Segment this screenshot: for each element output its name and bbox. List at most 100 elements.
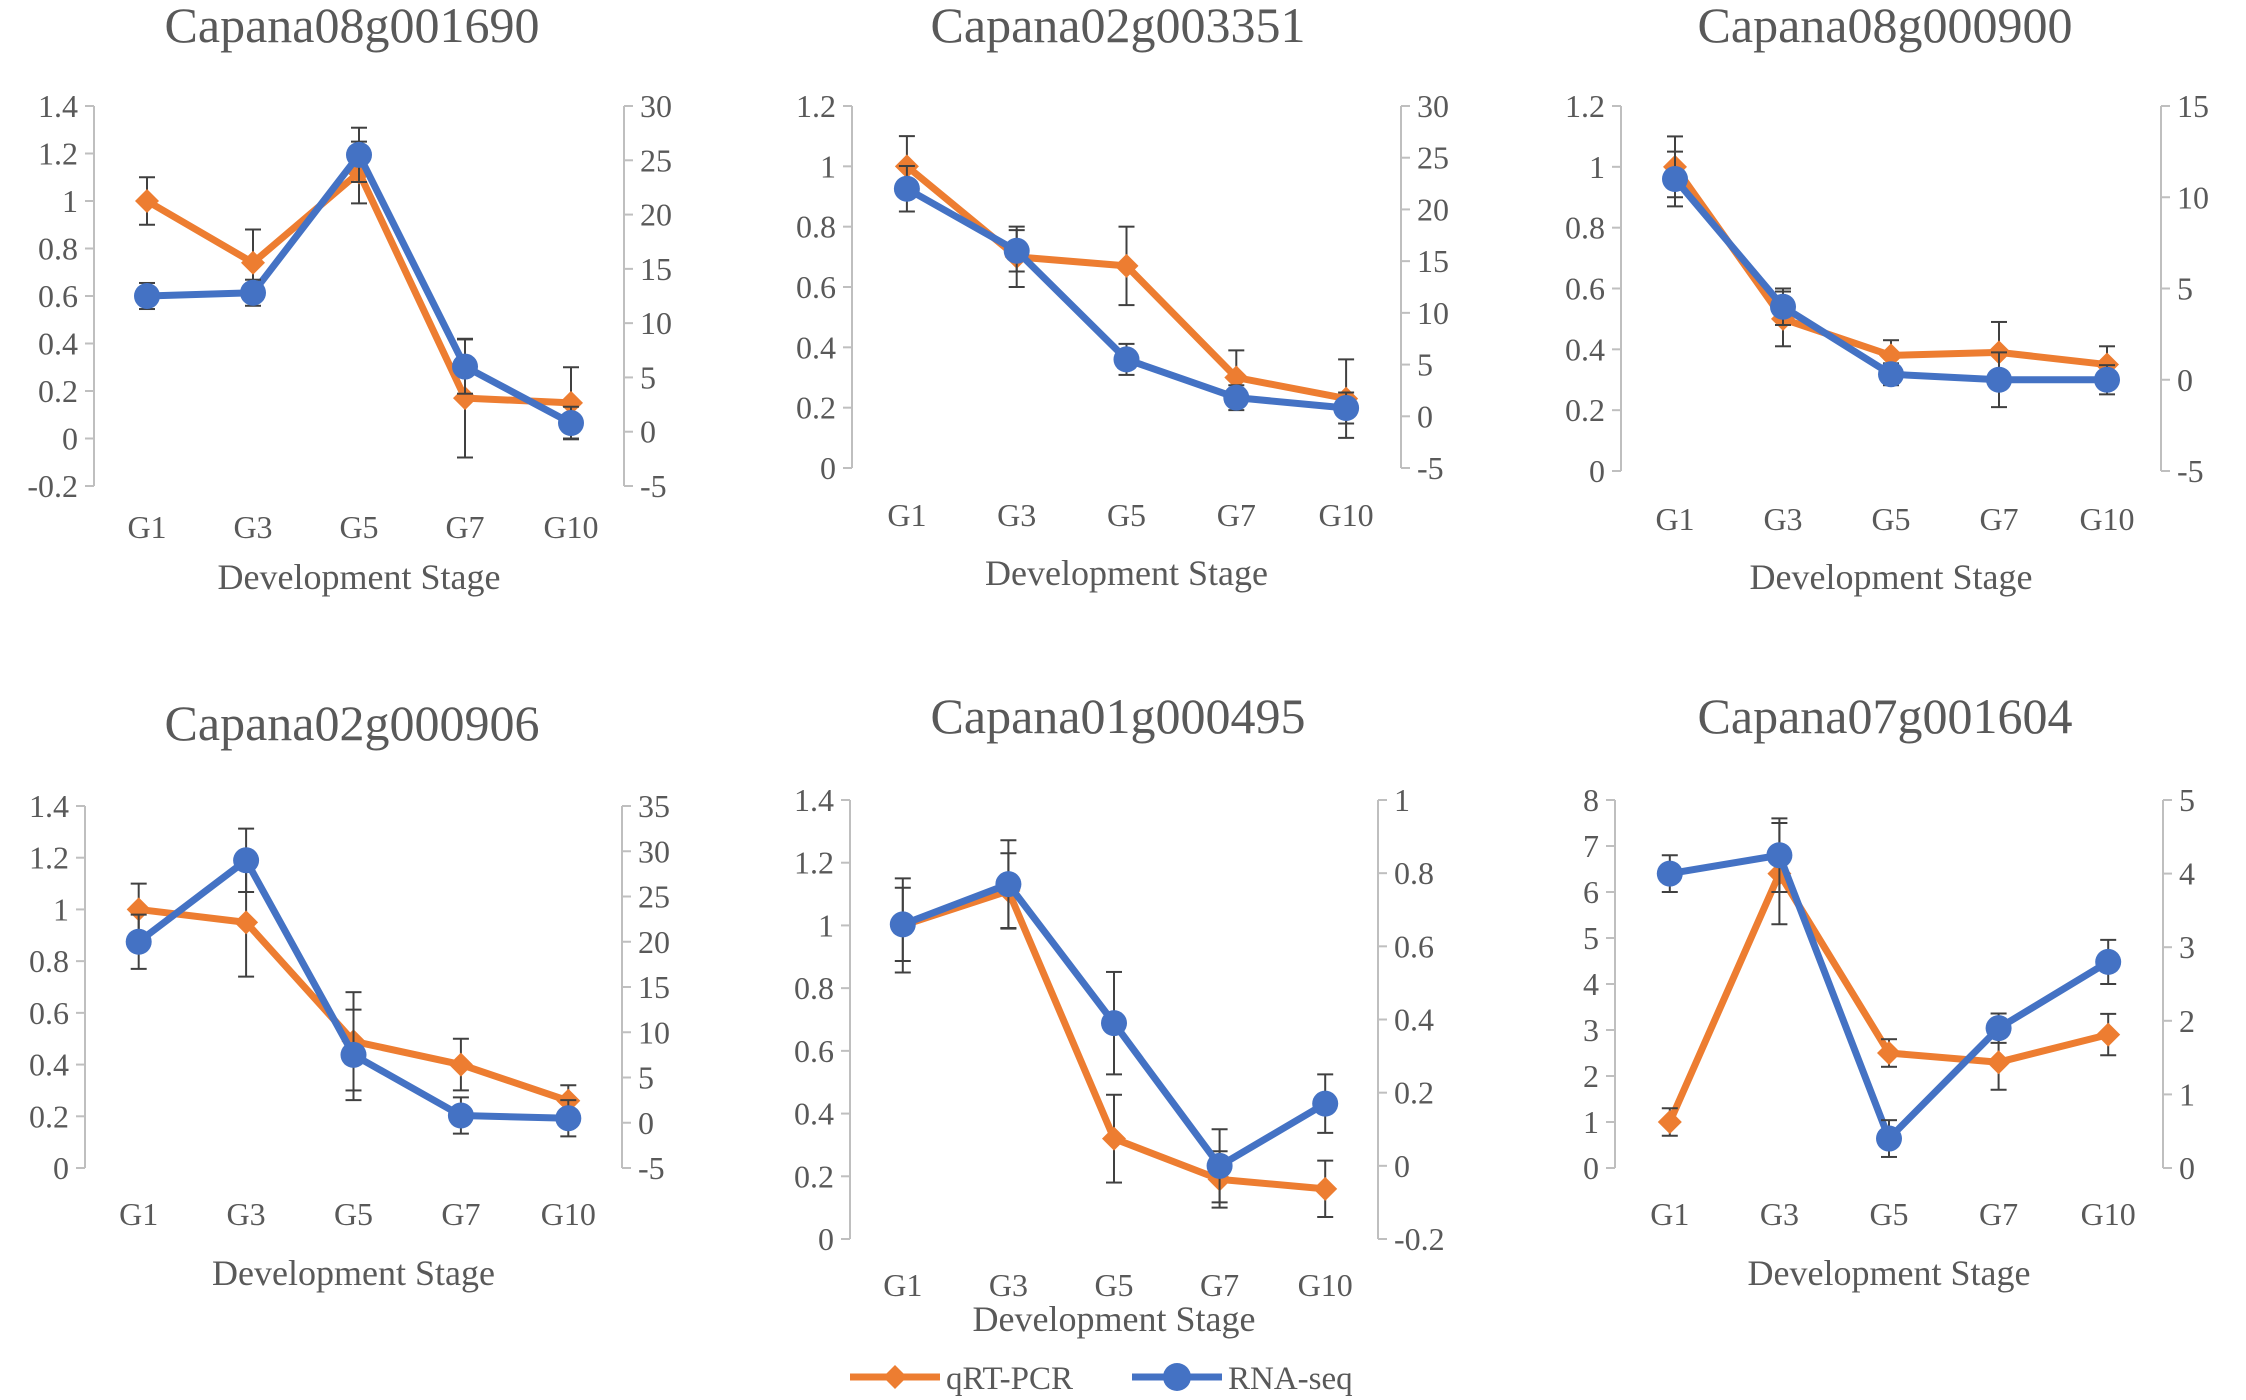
right-tick-label: 0	[638, 1105, 654, 1141]
left-tick-label: 0	[818, 1221, 834, 1257]
x-tick-label: G10	[2081, 1196, 2136, 1232]
chart-panel-1: Capana08g001690 -0.2 0 0.2 0.4 0.6 0.8 1 1.2 1.4 -…	[27, 0, 672, 597]
data-point-qrt-pcr	[1313, 1176, 1338, 1201]
panel-title: Capana02g000906	[165, 695, 540, 751]
x-tick-label: G3	[997, 497, 1036, 533]
x-tick-label: G3	[1760, 1196, 1799, 1232]
left-tick-label: 1.2	[38, 136, 78, 172]
x-tick-label: G5	[1094, 1267, 1133, 1303]
data-point-qrt-pcr	[1224, 365, 1249, 390]
data-point-rna-seq	[1223, 384, 1250, 411]
left-tick-label: 1	[62, 183, 78, 219]
data-point-rna-seq	[1003, 237, 1030, 264]
right-tick-label: 15	[1417, 243, 1449, 279]
data-point-qrt-pcr	[453, 386, 477, 411]
data-point-rna-seq	[240, 279, 266, 306]
x-tick-label: G10	[1298, 1267, 1353, 1303]
left-tick-label: 0.8	[38, 231, 78, 267]
right-tick-label: 20	[638, 924, 670, 960]
right-tick-label: -5	[1417, 450, 1444, 486]
x-tick-label: G7	[441, 1196, 480, 1232]
left-tick-label: 1.4	[794, 782, 834, 818]
right-tick-label: 5	[1417, 347, 1433, 383]
right-tick-label: 30	[638, 833, 670, 869]
x-axis-title: Development Stage	[973, 1299, 1256, 1339]
data-point-rna-seq	[1656, 860, 1683, 887]
right-tick-label: 10	[640, 305, 672, 341]
left-tick-label: 0.2	[29, 1098, 69, 1134]
left-tick-label: 0.8	[796, 209, 836, 245]
x-tick-label: G3	[233, 509, 272, 545]
right-tick-label: 25	[640, 142, 672, 178]
data-point-rna-seq	[340, 1041, 367, 1068]
x-tick-label: G10	[1319, 497, 1374, 533]
right-tick-label: 10	[2177, 179, 2209, 215]
chart-panel-4: Capana02g000906 0 0.2 0.4 0.6 0.8 1 1.2 1.4 -5 0 5 1…	[29, 695, 670, 1293]
x-tick-label: G7	[1217, 497, 1256, 533]
right-tick-label: 10	[638, 1014, 670, 1050]
data-point-rna-seq	[1312, 1090, 1339, 1117]
left-tick-label: 4	[1583, 966, 1599, 1002]
left-tick-label: 3	[1583, 1012, 1599, 1048]
left-tick-label: 0	[62, 421, 78, 457]
panel-title: Capana08g001690	[165, 0, 540, 53]
right-tick-label: 0	[2179, 1150, 2195, 1186]
x-tick-label: G5	[1871, 501, 1910, 537]
series-line-qrt-pcr	[1671, 163, 2111, 369]
x-tick-label: G5	[339, 509, 378, 545]
left-tick-label: 0.2	[38, 373, 78, 409]
right-tick-label: 4	[2179, 856, 2195, 892]
right-tick-label: 20	[1417, 191, 1449, 227]
data-point-rna-seq	[233, 847, 260, 874]
legend-rna-seq-marker	[1163, 1363, 1191, 1391]
right-tick-label: 1	[1394, 782, 1410, 818]
data-point-qrt-pcr	[135, 189, 159, 213]
data-point-rna-seq	[1876, 1125, 1902, 1152]
x-axis-title: Development Stage	[1750, 557, 2033, 597]
data-point-qrt-pcr	[1657, 1110, 1682, 1134]
left-tick-label: 1	[53, 891, 69, 927]
right-tick-label: 0.6	[1394, 928, 1434, 964]
data-point-qrt-pcr	[1879, 343, 1903, 368]
left-tick-label: 2	[1583, 1058, 1599, 1094]
x-tick-label: G10	[541, 1196, 596, 1232]
x-axis-title: Development Stage	[218, 557, 501, 597]
left-tick-label: 8	[1583, 782, 1599, 818]
right-tick-label: -5	[640, 468, 667, 504]
x-tick-label: G7	[1979, 1196, 2018, 1232]
right-tick-label: -5	[2177, 453, 2204, 489]
legend: qRT-PCR RNA-seq	[850, 1361, 1353, 1397]
left-tick-label: 0.4	[29, 1047, 69, 1083]
data-point-rna-seq	[1662, 166, 1688, 192]
x-axis-title: Development Stage	[212, 1253, 495, 1293]
right-tick-label: -0.2	[1394, 1221, 1445, 1257]
x-tick-label: G1	[883, 1267, 922, 1303]
data-point-qrt-pcr	[1877, 1041, 1901, 1065]
x-tick-label: G7	[1979, 501, 2018, 537]
left-tick-label: 0	[1583, 1150, 1599, 1186]
left-tick-label: 1.2	[29, 840, 69, 876]
right-tick-label: 35	[638, 788, 670, 824]
left-tick-label: 0.6	[29, 995, 69, 1031]
left-tick-label: 1	[1583, 1104, 1599, 1140]
right-tick-label: 5	[638, 1060, 654, 1096]
data-point-rna-seq	[555, 1105, 582, 1132]
data-point-rna-seq	[1878, 361, 1904, 388]
data-point-qrt-pcr	[1102, 1126, 1126, 1151]
data-point-rna-seq	[125, 928, 152, 955]
data-point-rna-seq	[1206, 1152, 1233, 1179]
right-tick-label: 30	[1417, 88, 1449, 124]
data-point-rna-seq	[1766, 842, 1793, 869]
right-tick-label: 0	[2177, 362, 2193, 398]
right-tick-label: 25	[1417, 140, 1449, 176]
data-point-rna-seq	[346, 141, 372, 168]
right-tick-label: -5	[638, 1150, 665, 1186]
x-tick-label: G1	[1655, 501, 1694, 537]
right-tick-label: 1	[2179, 1076, 2195, 1112]
data-point-rna-seq	[893, 175, 920, 202]
data-point-rna-seq	[1770, 293, 1796, 320]
series-line-qrt-pcr	[143, 169, 575, 407]
right-tick-label: 0.8	[1394, 855, 1434, 891]
left-tick-label: 0.8	[29, 943, 69, 979]
